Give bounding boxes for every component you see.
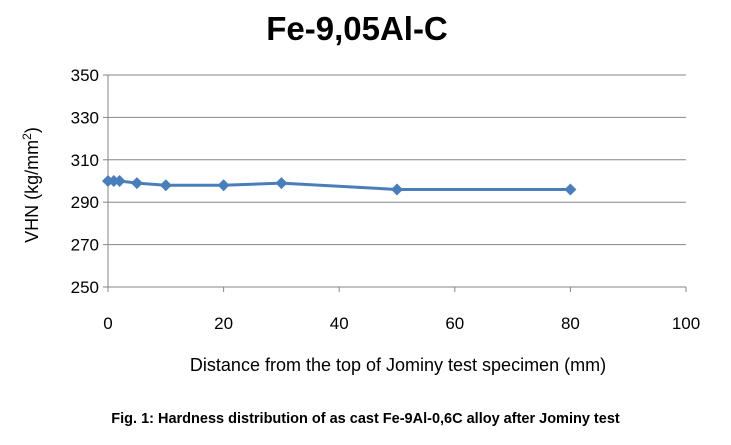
y-axis-label: VHN (kg/mm2) — [20, 127, 42, 243]
chart-title: Fe-9,05Al-C — [266, 10, 448, 47]
chart: Fe-9,05Al-C 250 270 290 310 330 350 0 20 40 60 80… — [20, 10, 700, 375]
data-point-0-7 — [391, 183, 403, 196]
figure-caption: Fig. 1: Hardness distribution of as cast… — [111, 411, 620, 427]
data-point-0-3 — [130, 177, 143, 190]
x-tick-labels: 0 20 40 60 80 100 — [103, 314, 700, 333]
x-tick-label-20: 20 — [214, 314, 233, 333]
data-point-0-4 — [159, 179, 172, 192]
x-tick-label-40: 40 — [330, 314, 349, 333]
y-tick-label-350: 350 — [71, 66, 99, 85]
x-tick-label-60: 60 — [445, 314, 464, 333]
axes — [103, 74, 687, 292]
y-tick-label-310: 310 — [71, 151, 99, 170]
y-axis-label-close: ) — [22, 127, 42, 133]
y-tick-label-270: 270 — [71, 236, 99, 255]
y-axis-label-sup: 2 — [20, 133, 34, 140]
data-point-0-6 — [275, 177, 288, 190]
data-point-0-2 — [113, 175, 126, 187]
x-tick-label-0: 0 — [103, 314, 112, 333]
series-layer — [102, 175, 577, 196]
data-point-0-8 — [564, 183, 577, 196]
x-tick-label-80: 80 — [561, 314, 580, 333]
y-axis-label-main: VHN (kg/mm — [22, 140, 42, 243]
gridlines — [108, 74, 686, 246]
y-tick-labels: 250 270 290 310 330 350 — [71, 66, 99, 297]
y-tick-label-330: 330 — [71, 108, 99, 127]
y-tick-label-250: 250 — [71, 278, 99, 297]
x-tick-label-100: 100 — [672, 314, 700, 333]
x-axis-label: Distance from the top of Jominy test spe… — [190, 355, 606, 375]
y-tick-label-290: 290 — [71, 193, 99, 212]
series-line-0 — [108, 179, 571, 191]
data-point-0-5 — [217, 179, 230, 192]
